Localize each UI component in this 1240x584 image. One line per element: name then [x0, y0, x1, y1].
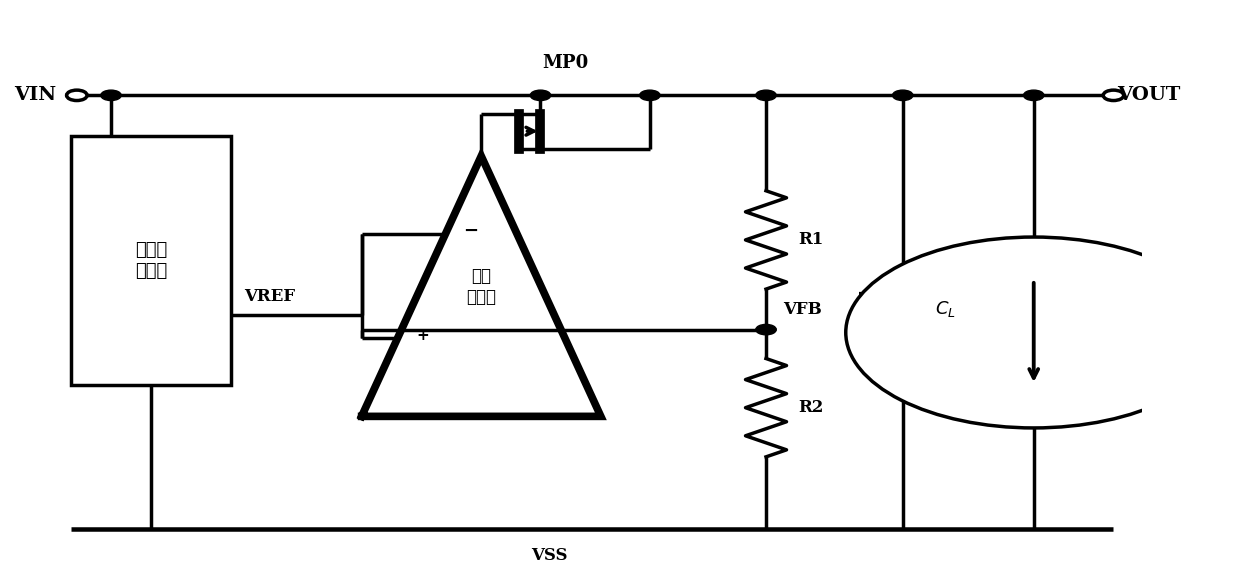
Text: 误差
放大器: 误差 放大器 [466, 267, 496, 305]
Circle shape [893, 90, 913, 100]
Text: VOUT: VOUT [1117, 86, 1180, 105]
Text: VIN: VIN [14, 86, 56, 105]
Text: VFB: VFB [784, 301, 822, 318]
Circle shape [67, 90, 87, 100]
Text: R1: R1 [797, 231, 823, 248]
Text: R2: R2 [797, 399, 823, 416]
Circle shape [1104, 90, 1123, 100]
Text: VSS: VSS [531, 547, 568, 564]
Circle shape [846, 237, 1221, 428]
Circle shape [531, 90, 551, 100]
Text: MP0: MP0 [542, 54, 589, 72]
Circle shape [755, 324, 776, 335]
Text: $C_L$: $C_L$ [935, 300, 956, 319]
Text: VREF: VREF [244, 288, 295, 305]
Circle shape [755, 90, 776, 100]
Circle shape [1023, 90, 1044, 100]
Text: −: − [463, 223, 477, 240]
Circle shape [100, 90, 122, 100]
Text: 基准电
压电路: 基准电 压电路 [135, 241, 167, 280]
Circle shape [640, 90, 660, 100]
Text: +: + [417, 328, 429, 343]
Bar [71, 136, 231, 384]
